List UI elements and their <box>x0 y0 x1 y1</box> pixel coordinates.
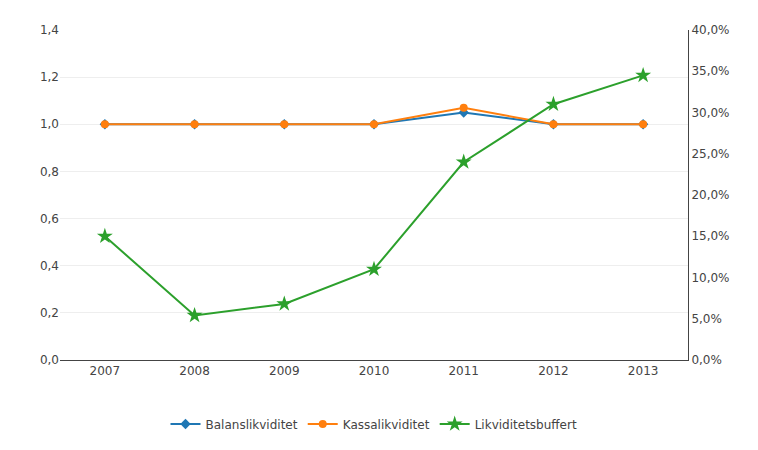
svg-text:40,0%: 40,0% <box>691 23 729 37</box>
svg-text:Likviditetsbuffert: Likviditetsbuffert <box>475 418 577 432</box>
svg-text:1,4: 1,4 <box>40 23 59 37</box>
svg-text:35,0%: 35,0% <box>691 64 729 78</box>
svg-text:2013: 2013 <box>628 364 659 378</box>
svg-text:2012: 2012 <box>538 364 569 378</box>
svg-text:0,4: 0,4 <box>40 259 59 273</box>
svg-text:0,0%: 0,0% <box>691 353 722 367</box>
svg-text:30,0%: 30,0% <box>691 106 729 120</box>
svg-text:2009: 2009 <box>269 364 300 378</box>
svg-text:1,2: 1,2 <box>40 70 59 84</box>
svg-text:10,0%: 10,0% <box>691 271 729 285</box>
svg-text:Balanslikviditet: Balanslikviditet <box>206 418 298 432</box>
svg-text:Kassalikviditet: Kassalikviditet <box>343 418 430 432</box>
svg-text:2010: 2010 <box>359 364 390 378</box>
svg-text:5,0%: 5,0% <box>691 312 722 326</box>
svg-text:25,0%: 25,0% <box>691 147 729 161</box>
svg-text:2007: 2007 <box>90 364 121 378</box>
svg-text:0,2: 0,2 <box>40 306 59 320</box>
svg-text:0,6: 0,6 <box>40 212 59 226</box>
svg-text:0,0: 0,0 <box>40 353 59 367</box>
svg-text:2011: 2011 <box>448 364 479 378</box>
svg-text:1,0: 1,0 <box>40 117 59 131</box>
svg-text:0,8: 0,8 <box>40 165 59 179</box>
svg-text:2008: 2008 <box>179 364 210 378</box>
svg-text:15,0%: 15,0% <box>691 229 729 243</box>
svg-text:20,0%: 20,0% <box>691 188 729 202</box>
